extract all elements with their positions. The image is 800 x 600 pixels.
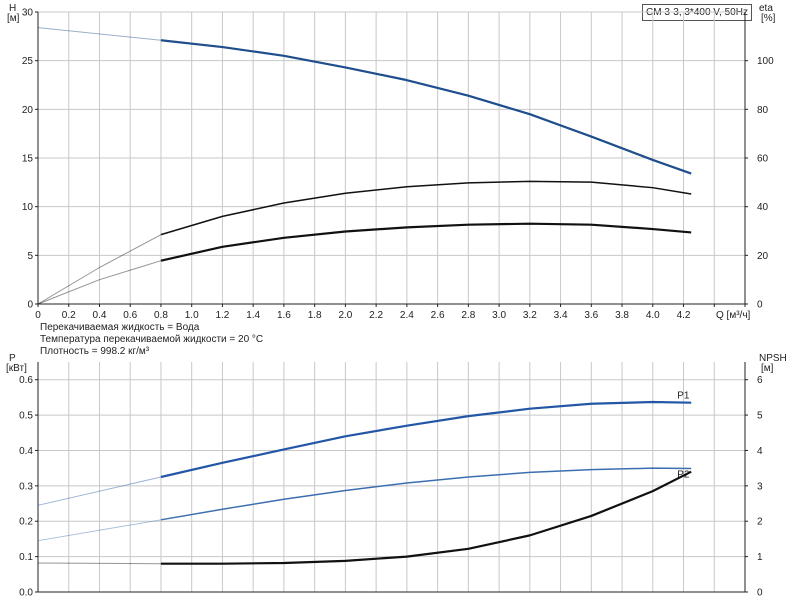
panel2-left-tick-label: 0.6 — [19, 375, 33, 386]
panel2-series-p1-label: P1 — [677, 391, 690, 402]
panel1-x-tick-label: 0.2 — [62, 310, 76, 321]
panel2-left-axis-title: P — [9, 353, 16, 364]
panel1-series-curve-3 — [160, 222, 692, 262]
panel1-series-curve-3-extension — [37, 260, 162, 305]
panel2-series-p2-extension — [37, 519, 162, 542]
panel2-series-p1 — [160, 400, 692, 479]
panel1-right-tick-label: 100 — [757, 56, 774, 67]
panel1-x-tick-label: 4.0 — [646, 310, 660, 321]
fluid-note: Перекачиваемая жидкость = Вода — [40, 322, 200, 333]
panel1-right-tick-label: 0 — [757, 300, 763, 311]
panel1-left-tick-label: 5 — [27, 251, 33, 262]
panel1-x-tick-label: 2.8 — [461, 310, 475, 321]
panel1-series-curve-2-extension — [37, 234, 162, 305]
panel1-x-tick-label: 1.2 — [215, 310, 229, 321]
panel1-x-tick-label: 3.6 — [584, 310, 598, 321]
panel2-right-tick-label: 1 — [757, 552, 763, 563]
panel2-series-p1-extension — [37, 476, 162, 506]
panel2-right-tick-label: 3 — [757, 481, 763, 492]
panel1-left-tick-label: 15 — [22, 154, 34, 165]
panel1-left-tick-label: 0 — [27, 300, 33, 311]
panel2-right-tick-label: 0 — [757, 588, 763, 599]
panel2-series-curve-3-extension — [37, 562, 161, 565]
panel1-x-tick-label: 1.8 — [308, 310, 322, 321]
temperature-note: Температура перекачиваемой жидкости = 20… — [40, 334, 264, 345]
panel1-x-tick-label: 1.6 — [277, 310, 291, 321]
panel2-right-tick-label: 5 — [757, 411, 763, 422]
density-note: Плотность = 998.2 кг/м³ — [40, 346, 150, 357]
panel1-right-tick-label: 80 — [757, 105, 769, 116]
panel1-x-tick-label: 1.0 — [185, 310, 199, 321]
panel1-x-tick-label: 0 — [35, 310, 41, 321]
panel2-right-tick-label: 2 — [757, 517, 763, 528]
panel2-left-tick-label: 0.1 — [19, 552, 33, 563]
panel1-x-tick-label: 1.4 — [246, 310, 260, 321]
panel2-series-p2 — [160, 467, 692, 521]
panel1-x-tick-label: 2.4 — [400, 310, 414, 321]
panel1-left-axis-unit: [м] — [7, 13, 20, 24]
panel2-right-axis-unit: [м] — [761, 363, 774, 374]
panel2-left-tick-label: 0.5 — [19, 411, 33, 422]
panel1-right-axis-title: eta — [759, 3, 773, 14]
panel1-x-tick-label: 0.6 — [123, 310, 137, 321]
panel1-x-tick-label: 3.4 — [554, 310, 568, 321]
panel2-left-tick-label: 0.2 — [19, 517, 33, 528]
panel2-left-tick-label: 0.4 — [19, 446, 33, 457]
panel1-series-curve-1 — [160, 39, 692, 175]
panel2-left-axis-unit: [кВт] — [6, 363, 27, 374]
panel2-right-tick-label: 4 — [757, 446, 763, 457]
panel2-right-tick-label: 6 — [757, 375, 763, 386]
panel2-left-tick-label: 0.0 — [19, 588, 33, 599]
panel1-series-curve-1-extension — [37, 27, 162, 41]
panel1-left-tick-label: 25 — [22, 56, 34, 67]
panel1-left-tick-label: 20 — [22, 105, 34, 116]
panel1-right-tick-label: 20 — [757, 251, 769, 262]
panel1-right-tick-label: 40 — [757, 202, 769, 213]
panel1-x-tick-label: 3.0 — [492, 310, 506, 321]
panel2-series-curve-3 — [160, 470, 692, 565]
panel1-left-tick-label: 30 — [22, 8, 34, 19]
panel1-x-tick-label: 2.2 — [369, 310, 383, 321]
panel2-right-axis-title: NPSH — [759, 353, 787, 364]
panel1-x-axis-title: Q [м³/ч] — [716, 310, 751, 321]
panel1-x-tick-label: 2.0 — [338, 310, 352, 321]
panel1-right-tick-label: 60 — [757, 154, 769, 165]
panel1-x-tick-label: 0.4 — [93, 310, 107, 321]
panel1-x-tick-label: 2.6 — [431, 310, 445, 321]
panel1-x-tick-label: 4.2 — [677, 310, 691, 321]
panel1-x-tick-label: 3.8 — [615, 310, 629, 321]
panel2-left-tick-label: 0.3 — [19, 481, 33, 492]
panel1-x-tick-label: 3.2 — [523, 310, 537, 321]
panel1-series-curve-2 — [160, 180, 692, 236]
panel1-left-tick-label: 10 — [22, 202, 34, 213]
panel1-right-axis-unit: [%] — [761, 13, 776, 24]
panel1-left-axis-title: H — [9, 3, 16, 14]
panel1-x-tick-label: 0.8 — [154, 310, 168, 321]
